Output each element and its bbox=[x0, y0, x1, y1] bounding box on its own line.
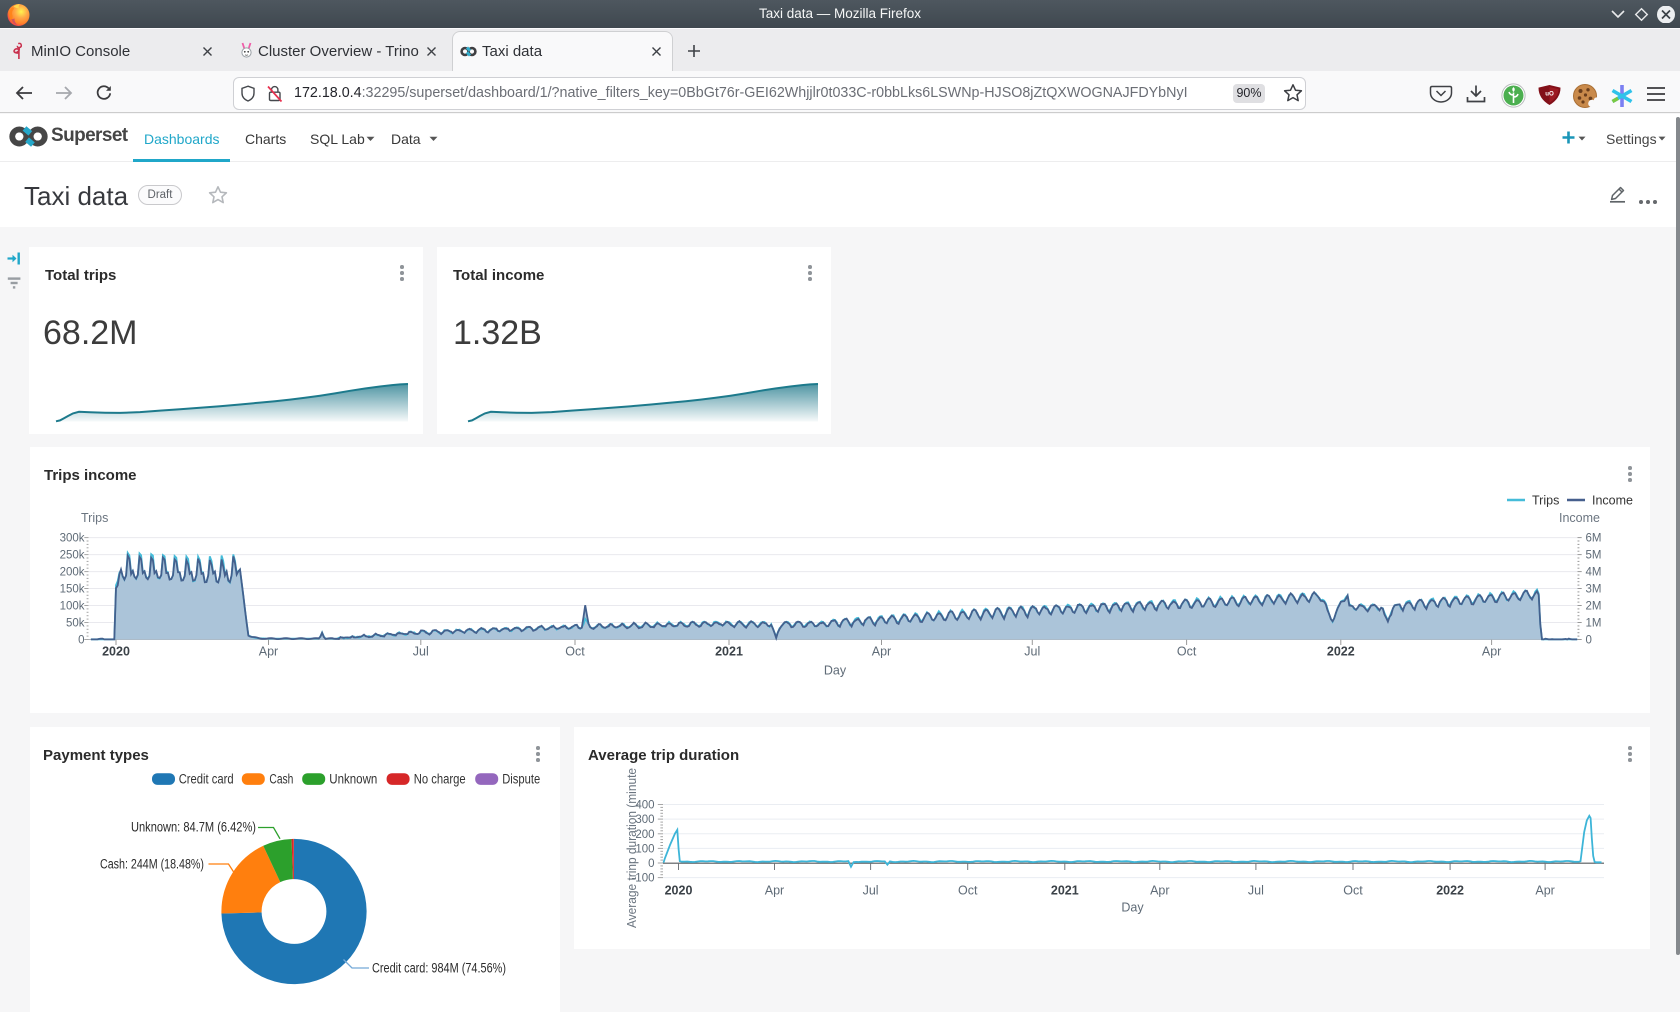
svg-text:uO: uO bbox=[1545, 91, 1554, 98]
